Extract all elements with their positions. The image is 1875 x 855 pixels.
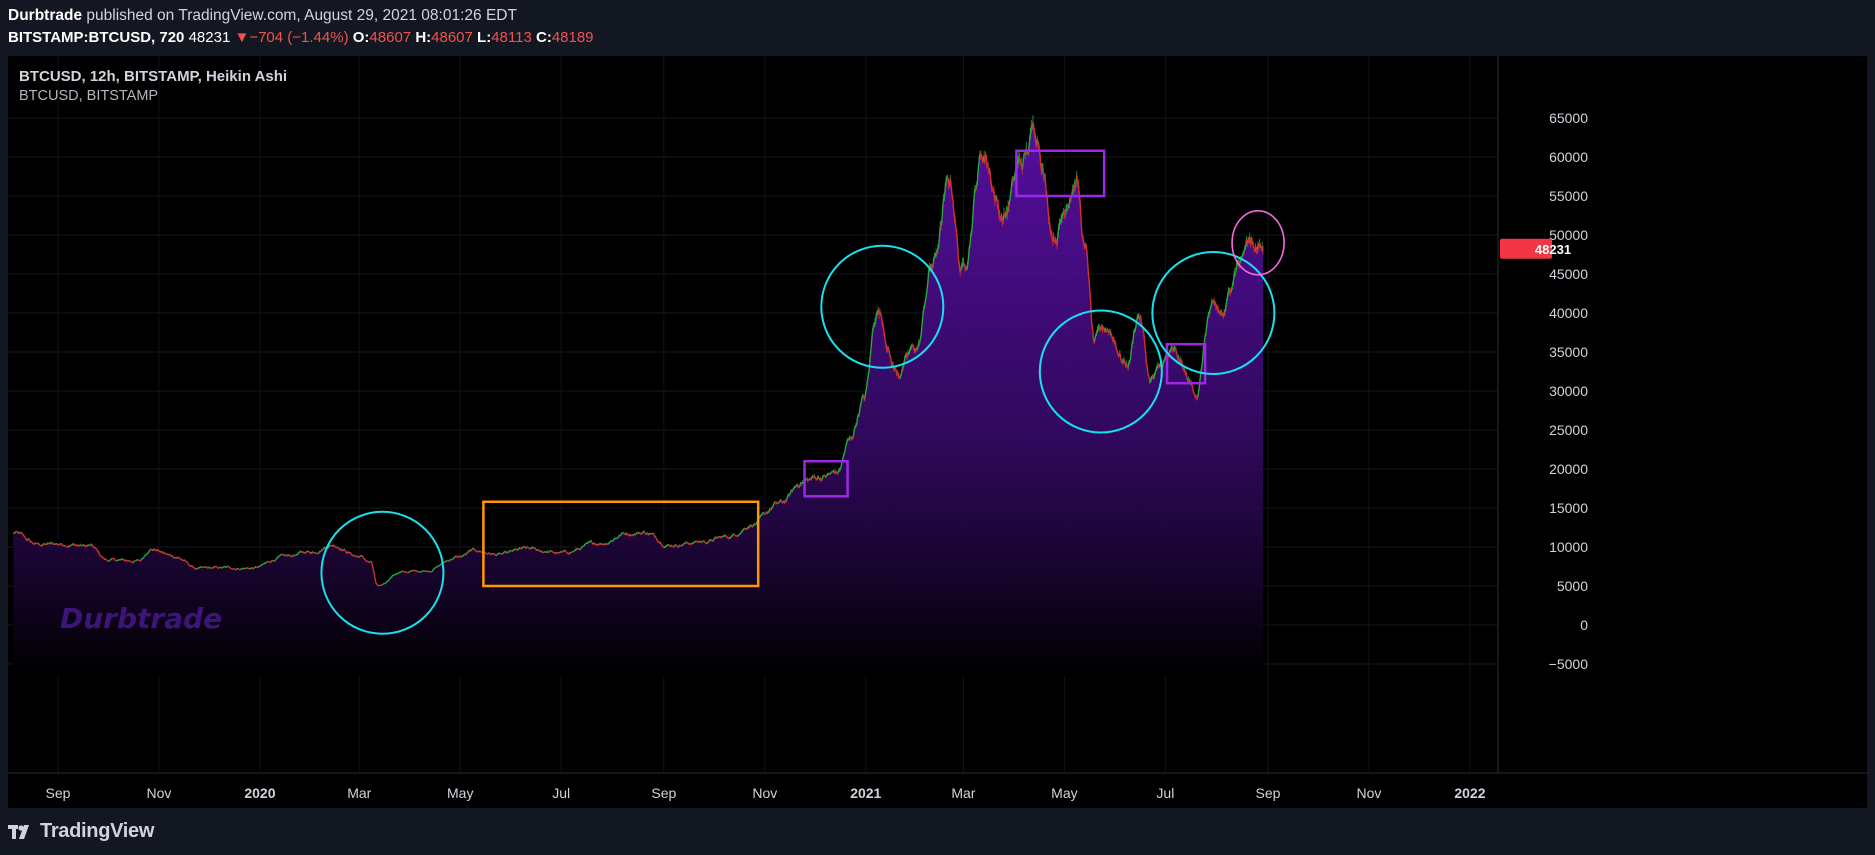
x-tick-label: Jul [1156,785,1174,801]
y-tick-label: 65000 [1549,110,1588,126]
chart-legend-main[interactable]: BTCUSD, 12h, BITSTAMP, Heikin Ashi [19,68,288,85]
open-label: O: [352,29,370,46]
published-text: published on TradingView.com, August 29,… [82,7,517,24]
series-down-segments [12,122,1264,587]
candle-down [374,578,377,583]
x-tick-label: Jul [552,785,570,801]
y-tick-label: 30000 [1549,383,1588,399]
tradingview-logo-icon [8,824,29,839]
watermark-text: Durbtrade [60,602,222,635]
close-value: 48189 [551,29,594,46]
close-label: C: [535,29,552,46]
x-tick-label: 2020 [244,785,275,801]
last-price: 48231 [188,29,231,46]
x-tick-label: Sep [46,785,71,801]
author-name[interactable]: Durbtrade [8,7,83,24]
y-tick-label: 40000 [1549,305,1588,321]
y-tick-label: 35000 [1549,344,1588,360]
candle-down [373,573,376,579]
symbol-label: BITSTAMP:BTCUSD, 720 [8,29,185,46]
x-tick-label: Mar [347,785,371,801]
annotation-rectangle-purple [1165,342,1207,385]
high-label: H: [415,29,432,46]
publish-line: Durbtrade published on TradingView.com, … [8,7,517,25]
low-value: 48113 [491,29,532,46]
x-tick-label: Nov [1357,785,1382,801]
candle-down [956,234,959,246]
header: Durbtrade published on TradingView.com, … [0,0,1875,54]
y-tick-label: 25000 [1549,422,1588,438]
tradingview-logo[interactable]: TradingView [8,820,154,843]
change-value: −704 (−1.44%) [249,29,349,46]
change-down-arrow-icon: ▼ [234,29,250,46]
candle-down [370,562,374,566]
quote-line: BITSTAMP:BTCUSD, 720 48231 ▼−704 (−1.44%… [8,29,594,46]
y-tick-label: 60000 [1549,149,1588,165]
y-tick-label: 50000 [1549,227,1588,243]
annotation-circle-cyan [820,244,945,369]
tradingview-brand: TradingView [40,820,155,842]
annotation-rectangle-orange [482,500,760,588]
y-tick-label: 10000 [1549,539,1588,555]
annotation-circle-cyan [1038,309,1163,434]
open-value: 48607 [369,29,412,46]
annotation-circle-cyan [1151,251,1276,375]
x-tick-label: Nov [752,785,777,801]
annotation-ellipse-pink [1231,210,1285,276]
y-tick-label: 20000 [1549,461,1588,477]
annotation-rectangle-purple [803,459,849,498]
y-tick-label: 5000 [1557,578,1588,594]
x-tick-label: Sep [1256,785,1281,801]
candle-down [371,565,375,570]
chart-legend-sub[interactable]: BTCUSD, BITSTAMP [19,88,159,104]
y-tick-label: 45000 [1549,266,1588,282]
x-tick-label: May [1051,785,1077,801]
price-scale-background [1498,56,1867,808]
high-value: 48607 [431,29,473,46]
x-tick-label: May [447,785,473,801]
x-tick-label: 2022 [1454,785,1485,801]
chart-area[interactable]: Durbtrade −5000 0 5000 10000 15000 20000 25000 3… [8,56,1867,808]
time-scale-background [8,773,1867,808]
last-price-label: 48231 [1535,242,1571,257]
annotation-circle-cyan [320,510,445,635]
price-chart[interactable]: Durbtrade −5000 0 5000 10000 15000 20000 25000 3… [8,56,1867,808]
price-area-fill [13,122,1263,676]
x-tick-label: Sep [651,785,676,801]
y-tick-label: 15000 [1549,500,1588,516]
annotation-rectangle-purple [1015,149,1106,198]
x-tick-label: 2021 [850,785,881,801]
footer: TradingView [0,808,1875,855]
low-label: L: [477,29,492,46]
y-tick-label: 55000 [1549,188,1588,204]
y-tick-label: 0 [1580,617,1588,633]
candle-down [372,569,375,574]
y-tick-label: −5000 [1549,656,1589,672]
last-price-badge [1500,238,1552,259]
x-tick-label: Nov [147,785,172,801]
candle-up [870,341,873,352]
x-tick-label: Mar [951,785,975,801]
candle-down [375,581,378,585]
